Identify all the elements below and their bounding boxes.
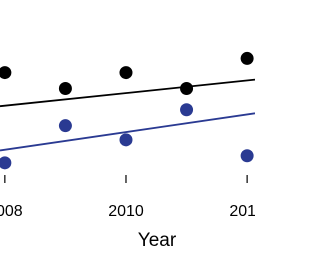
point <box>58 119 72 133</box>
point <box>119 133 133 147</box>
point <box>119 66 133 80</box>
x-tick-label: 2012 <box>229 203 255 220</box>
point <box>180 82 194 95</box>
point <box>240 51 254 65</box>
x-axis-title: Year <box>138 230 177 251</box>
x-tick-label: 2010 <box>108 203 144 220</box>
chart: Year 2008 2010 2012 <box>0 51 255 251</box>
point <box>180 103 194 117</box>
point <box>240 149 254 163</box>
point <box>58 82 72 95</box>
x-tick-label: 2008 <box>0 203 23 220</box>
point <box>0 66 12 80</box>
trend-line <box>0 112 255 152</box>
point <box>0 156 12 170</box>
trend-line <box>0 78 255 108</box>
